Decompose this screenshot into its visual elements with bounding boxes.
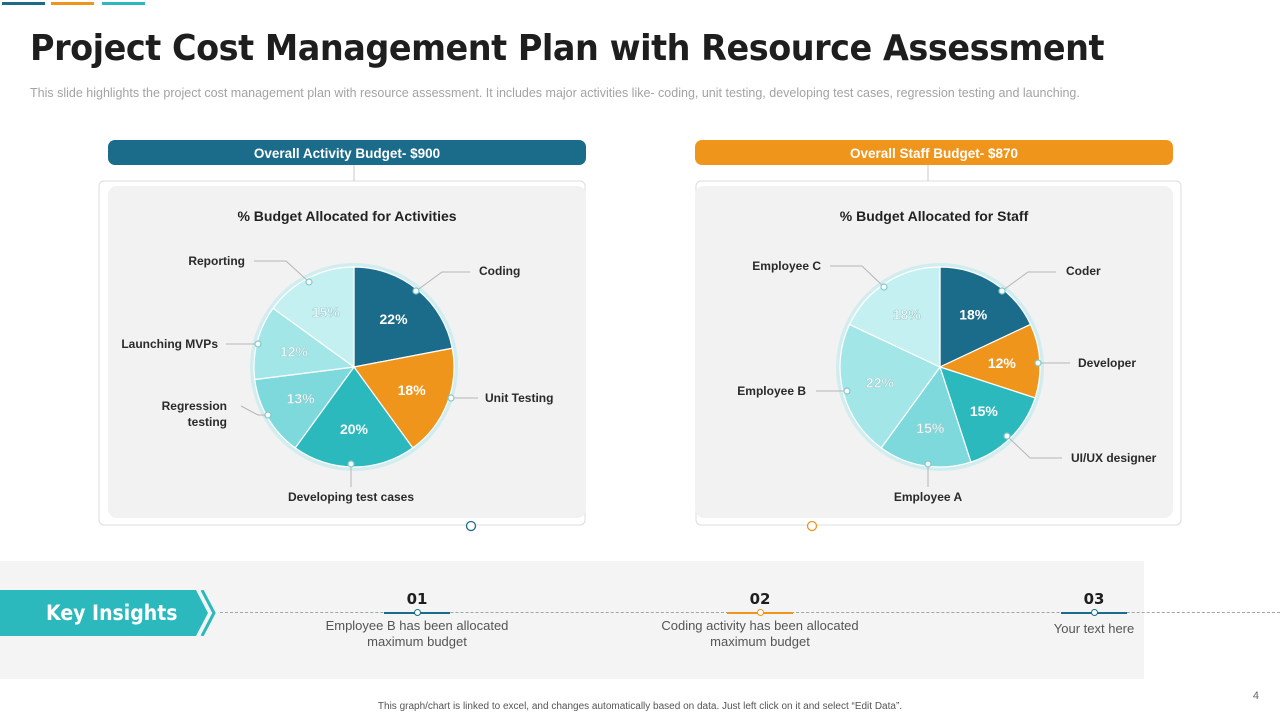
callout-line xyxy=(254,260,310,283)
insight-text: Coding activity has been allocated maxim… xyxy=(661,618,859,649)
insight-number: 01 xyxy=(406,590,428,608)
category-label: Reporting xyxy=(188,254,245,268)
pie-percent-label: 18% xyxy=(893,307,922,323)
insight-dot xyxy=(1091,609,1098,616)
pie-percent-label: 22% xyxy=(380,311,409,327)
category-label: UI/UX designer xyxy=(1071,451,1157,465)
callout-dot xyxy=(447,394,455,402)
category-label: Developing test cases xyxy=(288,490,414,504)
insight-1: 01 Employee B has been allocated maximum… xyxy=(302,590,532,650)
budget-banner-text: Overall Staff Budget- $870 xyxy=(850,146,1018,161)
page-title: Project Cost Management Plan with Resour… xyxy=(30,28,1105,69)
budget-banner-text: Overall Activity Budget- $900 xyxy=(254,146,440,161)
callout-dot xyxy=(924,460,932,468)
activity-pie-chart[interactable]: Overall Activity Budget- $900 % Budget Al… xyxy=(98,139,588,532)
accent-line-orange xyxy=(51,2,94,5)
activity-budget-card[interactable]: Overall Activity Budget- $900 % Budget Al… xyxy=(98,139,588,532)
category-label: Coding xyxy=(479,264,520,278)
pie-percent-label: 18% xyxy=(959,307,988,323)
pie-slice-employee-c xyxy=(848,266,941,368)
accent-line-blue xyxy=(2,2,45,5)
insight-text: Employee B has been allocated maximum bu… xyxy=(325,618,509,649)
category-label: Launching MVPs xyxy=(121,337,218,351)
category-label: Employee B xyxy=(737,384,806,398)
insight-text: Your text here xyxy=(1053,621,1135,636)
pie-slice-employee-a xyxy=(880,365,972,468)
pie-slice-coder xyxy=(939,266,1032,368)
key-insights-label: Key Insights xyxy=(46,601,178,625)
budget-banner xyxy=(695,140,1173,165)
insight-dot xyxy=(414,609,421,616)
callout-dot xyxy=(254,340,262,348)
callout-line xyxy=(415,271,470,292)
callout-dot xyxy=(880,283,888,291)
callout-dot xyxy=(412,287,420,295)
callout-dot xyxy=(1003,432,1011,440)
chart-title: % Budget Allocated for Staff xyxy=(840,208,1029,224)
page-number: 4 xyxy=(1252,690,1259,702)
pie-percent-label: 15% xyxy=(312,304,341,320)
insight-dot xyxy=(757,609,764,616)
insight-2: 02 Coding activity has been allocated ma… xyxy=(645,590,875,650)
category-label: Employee A xyxy=(894,490,963,504)
pie-slice-unit-testing xyxy=(352,347,455,449)
pie-percent-label: 15% xyxy=(916,420,945,436)
insight-number: 03 xyxy=(1083,590,1105,608)
card-marker-dot xyxy=(806,520,818,532)
card-marker-dot xyxy=(465,520,477,532)
category-label: testing xyxy=(188,415,227,429)
page-subtitle: This slide highlights the project cost m… xyxy=(30,86,1080,100)
category-label: Coder xyxy=(1066,264,1101,278)
pie-slice-developing-test-cases xyxy=(294,365,414,468)
category-label: Employee C xyxy=(752,259,821,273)
insight-number: 02 xyxy=(749,590,771,608)
staff-pie-chart[interactable]: Overall Staff Budget- $870 % Budget Alloc… xyxy=(692,139,1184,532)
pie-slice-reporting xyxy=(272,266,355,369)
callout-line xyxy=(1001,271,1056,292)
category-label: Developer xyxy=(1078,356,1136,370)
staff-budget-card[interactable]: Overall Staff Budget- $870 % Budget Alloc… xyxy=(692,139,1184,532)
callout-dot xyxy=(305,278,313,286)
pie-percent-label: 20% xyxy=(340,421,369,437)
insight-3: 03 Your text here xyxy=(979,590,1209,637)
category-label: Regression xyxy=(162,399,227,413)
key-insights-tag xyxy=(0,590,216,636)
pie-percent-label: 18% xyxy=(398,382,427,398)
pie-percent-label: 12% xyxy=(988,355,1017,371)
pie-percent-label: 13% xyxy=(287,391,316,407)
callout-dot xyxy=(1034,359,1042,367)
pie-percent-label: 12% xyxy=(280,344,309,360)
callout-dot xyxy=(843,387,851,395)
callout-dot xyxy=(264,411,272,419)
callout-dot xyxy=(998,287,1006,295)
category-label: Unit Testing xyxy=(485,391,553,405)
accent-line-teal xyxy=(102,2,145,5)
pie-percent-label: 22% xyxy=(866,374,895,390)
callout-line xyxy=(1006,435,1062,459)
callout-dot xyxy=(347,460,355,468)
budget-banner xyxy=(108,140,586,165)
chart-title: % Budget Allocated for Activities xyxy=(237,208,456,224)
footnote: This graph/chart is linked to excel, and… xyxy=(377,701,903,712)
pie-percent-label: 15% xyxy=(970,403,999,419)
callout-line xyxy=(830,265,885,288)
